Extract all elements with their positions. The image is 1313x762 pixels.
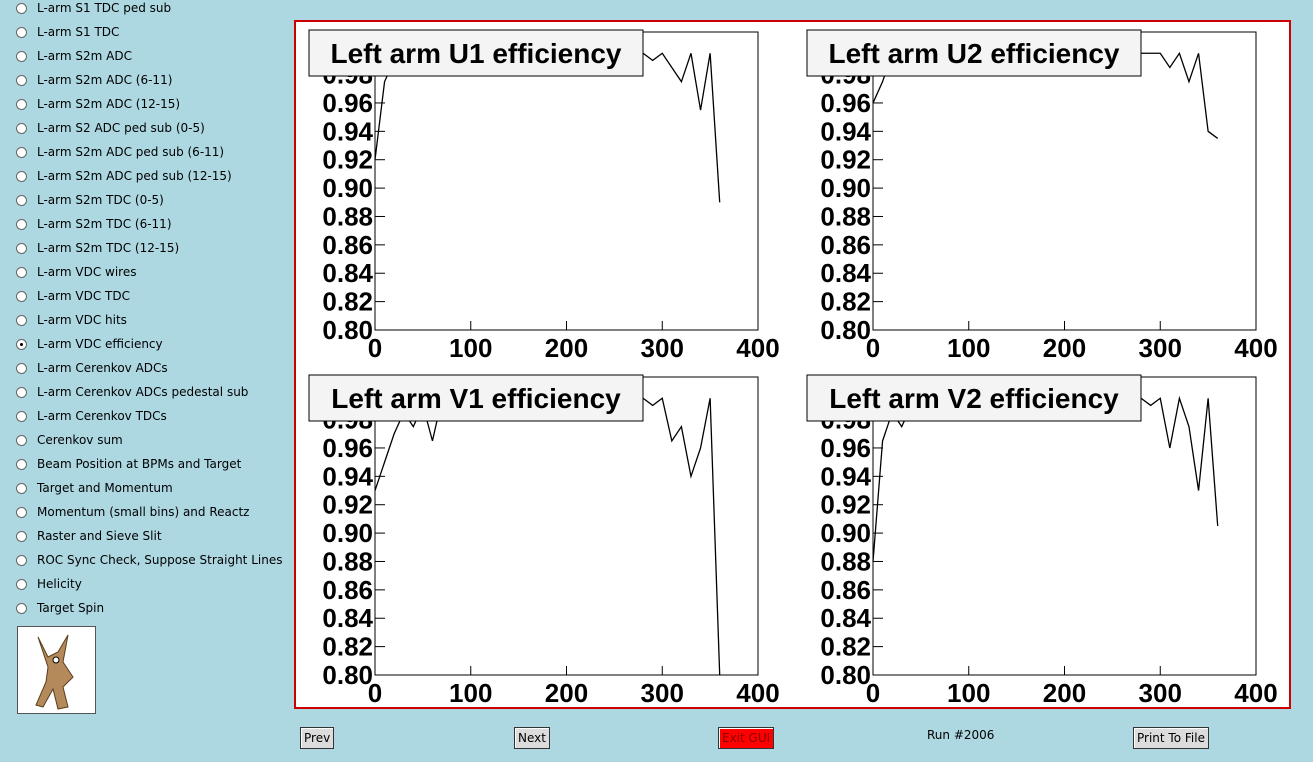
radio-button[interactable] xyxy=(16,602,27,614)
radio-button[interactable] xyxy=(16,530,27,542)
radio-button[interactable] xyxy=(16,74,27,86)
radio-label: L-arm VDC TDC xyxy=(37,289,130,303)
radio-button[interactable] xyxy=(16,290,27,302)
radio-item[interactable]: L-arm S2m ADC (6-11) xyxy=(16,70,172,90)
radio-item[interactable]: L-arm VDC efficiency xyxy=(16,334,163,354)
radio-item[interactable]: L-arm VDC wires xyxy=(16,262,136,282)
radio-button[interactable] xyxy=(16,362,27,374)
radio-label: L-arm VDC efficiency xyxy=(37,337,163,351)
radio-item[interactable]: Target Spin xyxy=(16,598,104,618)
radio-button[interactable] xyxy=(16,50,27,62)
radio-label: L-arm S2m ADC ped sub (12-15) xyxy=(37,169,232,183)
radio-item[interactable]: L-arm VDC TDC xyxy=(16,286,130,306)
radio-button[interactable] xyxy=(16,98,27,110)
radio-button[interactable] xyxy=(16,482,27,494)
radio-label: L-arm S2m ADC (12-15) xyxy=(37,97,181,111)
radio-label: L-arm S2m ADC (6-11) xyxy=(37,73,173,87)
prev-button[interactable]: Prev xyxy=(300,727,335,749)
radio-label: L-arm S2m ADC ped sub (6-11) xyxy=(37,145,225,159)
radio-button[interactable] xyxy=(16,554,27,566)
logo xyxy=(17,626,96,714)
radio-button[interactable] xyxy=(16,2,27,14)
radio-label: Helicity xyxy=(37,577,82,591)
radio-item[interactable]: Helicity xyxy=(16,574,82,594)
radio-label: L-arm Cerenkov ADCs xyxy=(37,361,168,375)
radio-label: L-arm S2m TDC (12-15) xyxy=(37,241,180,255)
radio-button[interactable] xyxy=(16,170,27,182)
radio-label: ROC Sync Check, Suppose Straight Lines xyxy=(37,553,283,567)
radio-item[interactable]: L-arm S2m ADC ped sub (12-15) xyxy=(16,166,232,186)
radio-label: L-arm VDC hits xyxy=(37,313,127,327)
radio-button[interactable] xyxy=(16,386,27,398)
exit-button[interactable]: Exit GUI xyxy=(718,727,775,749)
sidebar: L-arm S1 TDC ped sub L-arm S1 TDC L-arm S2… xyxy=(0,0,290,762)
radio-button[interactable] xyxy=(16,122,27,134)
radio-item[interactable]: Raster and Sieve Slit xyxy=(16,526,162,546)
radio-label: Cerenkov sum xyxy=(37,433,123,447)
radio-button[interactable] xyxy=(16,434,27,446)
canvas xyxy=(294,20,1291,709)
run-label: Run #2006 xyxy=(927,728,995,742)
radio-item[interactable]: Cerenkov sum xyxy=(16,430,123,450)
radio-label: L-arm S2m TDC (0-5) xyxy=(37,193,164,207)
radio-button[interactable] xyxy=(16,242,27,254)
radio-button[interactable] xyxy=(16,410,27,422)
radio-label: L-arm S2m TDC (6-11) xyxy=(37,217,172,231)
radio-item[interactable]: L-arm S2m ADC ped sub (6-11) xyxy=(16,142,224,162)
radio-button[interactable] xyxy=(16,314,27,326)
radio-item[interactable]: L-arm Cerenkov ADCs xyxy=(16,358,168,378)
radio-label: Momentum (small bins) and Reactz xyxy=(37,505,250,519)
radio-button[interactable] xyxy=(16,146,27,158)
radio-button[interactable] xyxy=(16,266,27,278)
radio-button[interactable] xyxy=(16,458,27,470)
radio-item[interactable]: L-arm S2m TDC (6-11) xyxy=(16,214,172,234)
radio-label: L-arm Cerenkov ADCs pedestal sub xyxy=(37,385,249,399)
radio-item[interactable]: L-arm S2m ADC xyxy=(16,46,132,66)
radio-item[interactable]: L-arm VDC hits xyxy=(16,310,127,330)
radio-label: L-arm S1 TDC xyxy=(37,25,120,39)
radio-item[interactable]: L-arm Cerenkov ADCs pedestal sub xyxy=(16,382,248,402)
radio-label: L-arm S1 TDC ped sub xyxy=(37,1,172,15)
radio-item[interactable]: ROC Sync Check, Suppose Straight Lines xyxy=(16,550,282,570)
radio-label: Target and Momentum xyxy=(37,481,173,495)
radio-label: L-arm S2m ADC xyxy=(37,49,132,63)
radio-label: L-arm S2 ADC ped sub (0-5) xyxy=(37,121,205,135)
radio-item[interactable]: L-arm S2m TDC (12-15) xyxy=(16,238,179,258)
radio-item[interactable]: Beam Position at BPMs and Target xyxy=(16,454,241,474)
radio-label: Beam Position at BPMs and Target xyxy=(37,457,242,471)
radio-button[interactable] xyxy=(16,338,27,350)
radio-button[interactable] xyxy=(16,26,27,38)
radio-button[interactable] xyxy=(16,194,27,206)
radio-item[interactable]: Target and Momentum xyxy=(16,478,173,498)
radio-item[interactable]: L-arm S1 TDC xyxy=(16,22,119,42)
radio-label: Raster and Sieve Slit xyxy=(37,529,162,543)
radio-label: L-arm Cerenkov TDCs xyxy=(37,409,167,423)
radio-item[interactable]: L-arm Cerenkov TDCs xyxy=(16,406,167,426)
radio-item[interactable]: L-arm S1 TDC ped sub xyxy=(16,0,171,18)
radio-item[interactable]: L-arm S2 ADC ped sub (0-5) xyxy=(16,118,205,138)
radio-label: Target Spin xyxy=(37,601,105,615)
print-button[interactable]: Print To File xyxy=(1133,727,1209,749)
radio-button[interactable] xyxy=(16,506,27,518)
radio-button[interactable] xyxy=(16,578,27,590)
radio-item[interactable]: L-arm S2m ADC (12-15) xyxy=(16,94,180,114)
radio-item[interactable]: L-arm S2m TDC (0-5) xyxy=(16,190,164,210)
radio-button[interactable] xyxy=(16,218,27,230)
radio-label: L-arm VDC wires xyxy=(37,265,137,279)
radio-item[interactable]: Momentum (small bins) and Reactz xyxy=(16,502,249,522)
next-button[interactable]: Next xyxy=(514,727,550,749)
